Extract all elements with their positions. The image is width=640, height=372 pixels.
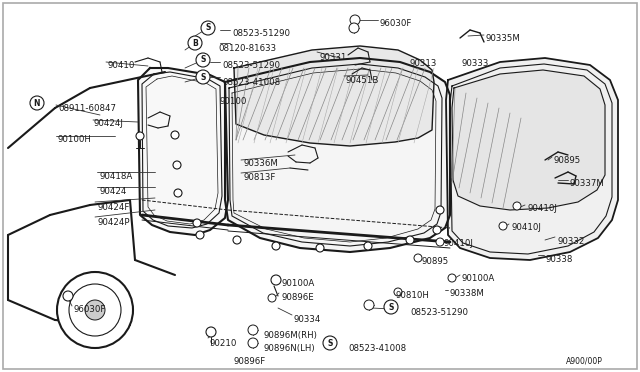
Text: 90813F: 90813F [243,173,275,182]
Circle shape [248,338,258,348]
Text: 90895: 90895 [421,257,448,266]
Text: 08911-60847: 08911-60847 [58,104,116,113]
Text: S: S [388,302,394,311]
Polygon shape [225,58,450,252]
Circle shape [436,206,444,214]
Circle shape [196,70,210,84]
Text: 90100A: 90100A [281,279,314,288]
Circle shape [364,300,374,310]
Circle shape [173,161,181,169]
Circle shape [271,275,281,285]
Text: 90410J: 90410J [527,204,557,213]
Text: 90810H: 90810H [396,291,430,300]
Circle shape [201,21,215,35]
Circle shape [414,254,422,262]
Text: 08523-41008: 08523-41008 [222,78,280,87]
Circle shape [30,96,44,110]
Circle shape [206,327,216,337]
Circle shape [193,219,201,227]
Text: 90410J: 90410J [511,223,541,232]
Circle shape [350,15,360,25]
Circle shape [323,336,337,350]
Circle shape [85,300,105,320]
Text: 08120-81633: 08120-81633 [218,44,276,53]
Text: 90331: 90331 [320,53,348,62]
Text: 90896N(LH): 90896N(LH) [263,344,315,353]
Circle shape [268,294,276,302]
Circle shape [384,300,398,314]
Text: 08523-51290: 08523-51290 [410,308,468,317]
Text: 90418A: 90418A [99,172,132,181]
Circle shape [499,222,507,230]
Text: 90335M: 90335M [486,34,521,43]
Text: S: S [200,55,205,64]
Circle shape [406,236,414,244]
Text: 90451B: 90451B [345,76,378,85]
Circle shape [196,231,204,239]
Text: 90896M(RH): 90896M(RH) [263,331,317,340]
Text: S: S [327,339,333,347]
Text: 96030F: 96030F [74,305,106,314]
Circle shape [196,53,210,67]
Circle shape [171,131,179,139]
Text: B: B [192,38,198,48]
Text: 90895: 90895 [554,156,581,165]
Text: 90100A: 90100A [462,274,495,283]
Polygon shape [446,58,618,260]
Polygon shape [234,46,434,146]
Text: 90896F: 90896F [234,357,266,366]
Circle shape [174,189,182,197]
Circle shape [316,244,324,252]
Circle shape [349,23,359,33]
Circle shape [57,272,133,348]
Text: 90334: 90334 [294,315,321,324]
Text: 90424P: 90424P [97,218,129,227]
Text: N: N [34,99,40,108]
Text: 90100: 90100 [219,97,246,106]
Text: 90313: 90313 [410,59,437,68]
Text: S: S [200,73,205,81]
Circle shape [436,238,444,246]
Text: 90424F: 90424F [97,203,129,212]
Circle shape [136,132,144,140]
Circle shape [188,36,202,50]
Text: 90336M: 90336M [243,159,278,168]
Circle shape [433,226,441,234]
Circle shape [513,202,521,210]
Text: 90337M: 90337M [570,179,605,188]
Text: 90410J: 90410J [444,239,474,248]
Text: 90100H: 90100H [58,135,92,144]
Text: 90333: 90333 [462,59,490,68]
Circle shape [233,236,241,244]
Circle shape [364,242,372,250]
Text: 90424J: 90424J [94,119,124,128]
Text: 90338M: 90338M [450,289,485,298]
Circle shape [272,242,280,250]
Text: 90410: 90410 [108,61,136,70]
Text: 90338: 90338 [546,255,573,264]
Text: 90210: 90210 [210,339,237,348]
Circle shape [248,325,258,335]
Text: 90424: 90424 [99,187,126,196]
Circle shape [394,288,402,296]
Text: A900/00P: A900/00P [566,357,603,366]
Polygon shape [138,68,228,235]
Text: 96030F: 96030F [380,19,412,28]
Text: 90332: 90332 [557,237,584,246]
Text: S: S [205,23,211,32]
Circle shape [63,291,73,301]
Text: 08523-51290: 08523-51290 [232,29,290,38]
Circle shape [448,274,456,282]
Polygon shape [452,70,605,210]
Text: 08523-41008: 08523-41008 [348,344,406,353]
Text: 08523-51290: 08523-51290 [222,61,280,70]
Text: 90896E: 90896E [281,293,314,302]
